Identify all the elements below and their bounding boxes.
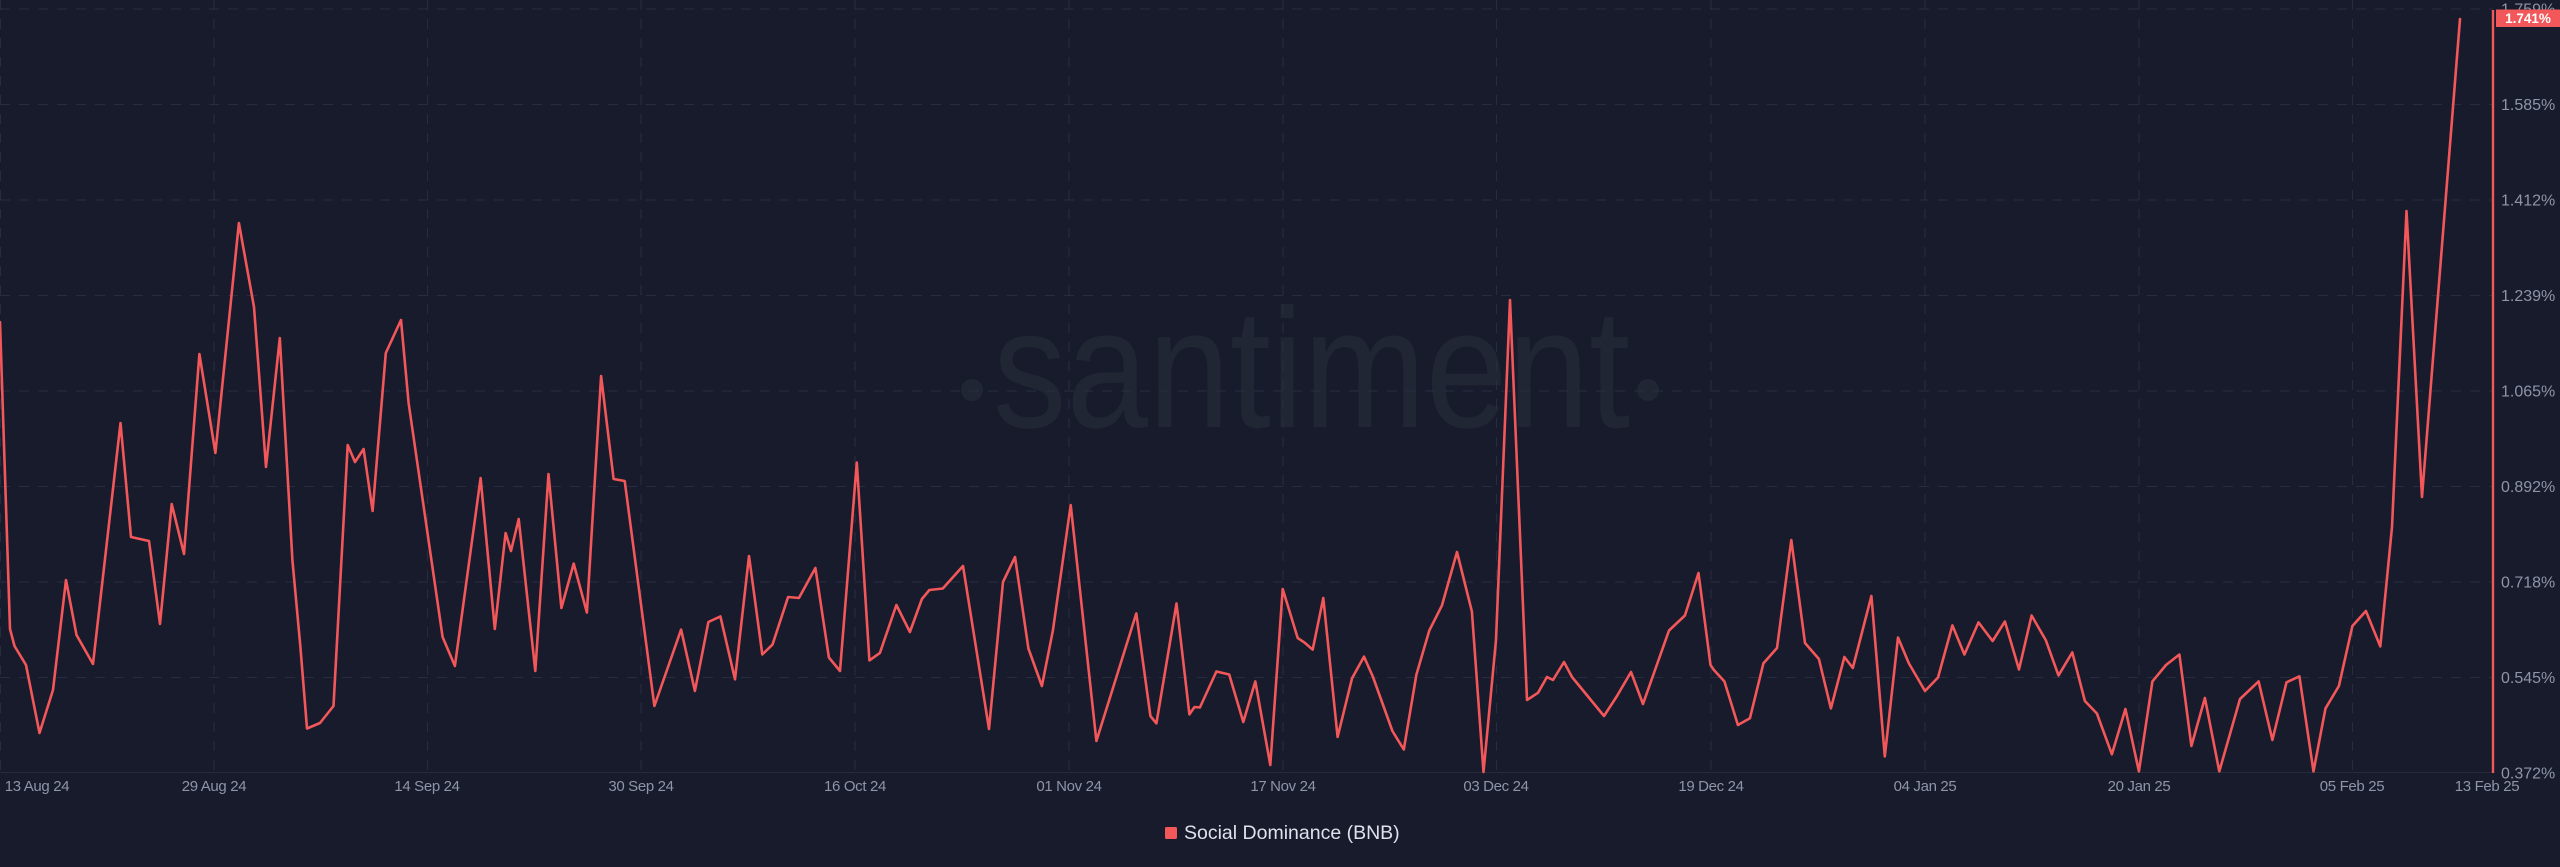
svg-text:17 Nov 24: 17 Nov 24 (1250, 778, 1315, 795)
svg-text:01 Nov 24: 01 Nov 24 (1036, 778, 1101, 795)
svg-text:16 Oct 24: 16 Oct 24 (824, 778, 886, 795)
svg-text:santiment: santiment (993, 274, 1630, 464)
svg-text:13 Feb 25: 13 Feb 25 (2455, 778, 2519, 795)
svg-text:0.372%: 0.372% (2501, 766, 2555, 783)
svg-text:1.741%: 1.741% (2505, 11, 2551, 26)
svg-text:0.545%: 0.545% (2501, 670, 2555, 687)
svg-text:Social Dominance (BNB): Social Dominance (BNB) (1184, 822, 1400, 844)
svg-text:0.892%: 0.892% (2501, 479, 2555, 496)
svg-text:19 Dec 24: 19 Dec 24 (1678, 778, 1743, 795)
svg-text:1.585%: 1.585% (2501, 97, 2555, 114)
svg-text:30 Sep 24: 30 Sep 24 (608, 778, 673, 795)
svg-text:1.412%: 1.412% (2501, 193, 2555, 210)
svg-text:29 Aug 24: 29 Aug 24 (182, 778, 246, 795)
svg-text:0.718%: 0.718% (2501, 575, 2555, 592)
svg-text:20 Jan 25: 20 Jan 25 (2108, 778, 2171, 795)
svg-text:1.239%: 1.239% (2501, 288, 2555, 305)
svg-text:05 Feb 25: 05 Feb 25 (2320, 778, 2384, 795)
svg-text:03 Dec 24: 03 Dec 24 (1463, 778, 1528, 795)
svg-text:13 Aug 24: 13 Aug 24 (5, 778, 69, 795)
svg-text:1.065%: 1.065% (2501, 384, 2555, 401)
svg-text:04 Jan 25: 04 Jan 25 (1894, 778, 1957, 795)
svg-text:14 Sep 24: 14 Sep 24 (394, 778, 459, 795)
